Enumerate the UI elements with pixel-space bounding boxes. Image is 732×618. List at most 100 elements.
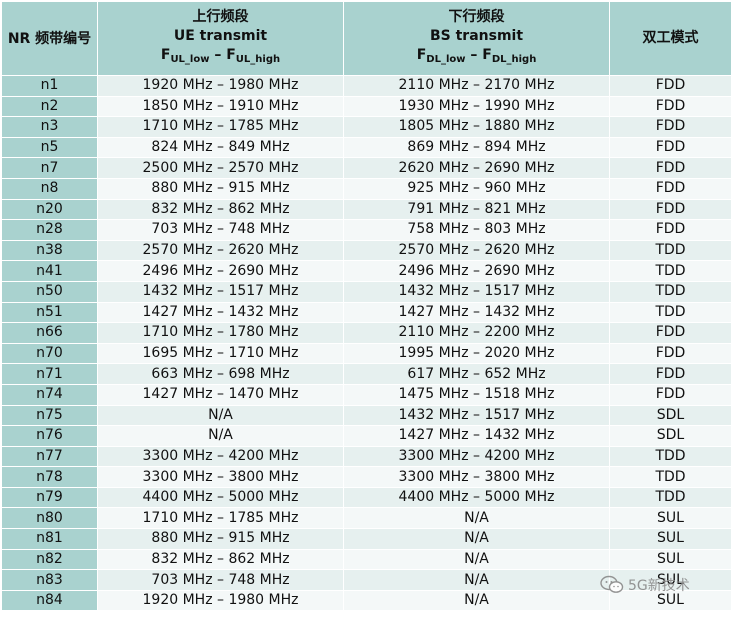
table-row: n3 1710 MHz – 1785 MHz 1805 MHz – 1880 MHz… (1, 116, 732, 138)
table-row: n41 2496 MHz – 2690 MHz 2496 MHz – 2690 MH… (1, 260, 732, 282)
band-cell: n78 (1, 466, 98, 488)
uplink-cell: 3300 MHz – 4200 MHz (97, 445, 344, 468)
uplink-cell: 880 MHz – 915 MHz (97, 177, 344, 200)
table-row: n50 1432 MHz – 1517 MHz 1432 MHz – 1517 MH… (1, 280, 732, 303)
duplex-cell: SDL (609, 425, 732, 447)
downlink-cell: N/A (343, 507, 610, 530)
uplink-cell: 832 MHz – 862 MHz (97, 548, 344, 571)
uplink-cell: 2570 MHz – 2620 MHz (97, 239, 344, 262)
ful-high-subscript: UL_high (235, 54, 281, 65)
table-row: n20 832 MHz – 862 MHz 791 MHz – 821 MHz FDD (1, 198, 732, 221)
band-cell: n84 (1, 589, 98, 612)
downlink-cell: N/A (343, 528, 610, 550)
downlink-cell: 1475 MHz – 1518 MHz (343, 383, 610, 406)
uplink-cell: 1427 MHz – 1470 MHz (97, 383, 344, 406)
header-duplex-mode: 双工模式 (609, 1, 732, 76)
uplink-cell: 832 MHz – 862 MHz (97, 198, 344, 221)
downlink-cell: 617 MHz – 652 MHz (343, 363, 610, 385)
duplex-cell: TDD (609, 486, 732, 509)
duplex-cell: SUL (609, 507, 732, 530)
header-uplink-title: 上行频段 (192, 9, 249, 25)
header-uplink-range: FUL_low – FUL_high (99, 46, 343, 69)
duplex-cell: TDD (609, 466, 732, 488)
downlink-cell: 758 MHz – 803 MHz (343, 219, 610, 241)
header-uplink: 上行频段 UE transmit FUL_low – FUL_high (97, 1, 344, 76)
band-cell: n70 (1, 342, 98, 365)
uplink-cell: 663 MHz – 698 MHz (97, 363, 344, 385)
table-row: n70 1695 MHz – 1710 MHz 1995 MHz – 2020 MH… (1, 342, 732, 365)
table-row: n8 880 MHz – 915 MHz 925 MHz – 960 MHz FDD (1, 177, 732, 200)
band-cell: n51 (1, 301, 98, 324)
duplex-cell: TDD (609, 239, 732, 262)
uplink-cell: N/A (97, 404, 344, 427)
band-cell: n38 (1, 239, 98, 262)
band-cell: n71 (1, 363, 98, 385)
duplex-cell: FDD (609, 363, 732, 385)
downlink-cell: 1432 MHz – 1517 MHz (343, 404, 610, 427)
duplex-cell: TDD (609, 260, 732, 282)
duplex-cell: FDD (609, 383, 732, 406)
duplex-cell: SUL (609, 528, 732, 550)
table-row: n75 N/A 1432 MHz – 1517 MHz SDL (1, 404, 732, 427)
table-row: n77 3300 MHz – 4200 MHz 3300 MHz – 4200 MH… (1, 445, 732, 468)
downlink-cell: N/A (343, 589, 610, 612)
uplink-cell: 1920 MHz – 1980 MHz (97, 589, 344, 612)
uplink-cell: 3300 MHz – 3800 MHz (97, 466, 344, 488)
table-row: n81 880 MHz – 915 MHz N/A SUL (1, 528, 732, 550)
ful-low-subscript: UL_low (170, 54, 210, 65)
duplex-cell: TDD (609, 280, 732, 303)
downlink-cell: 925 MHz – 960 MHz (343, 177, 610, 200)
band-cell: n82 (1, 548, 98, 571)
downlink-cell: N/A (343, 569, 610, 591)
table-row: n28 703 MHz – 748 MHz 758 MHz – 803 MHz FDD (1, 219, 732, 241)
band-cell: n66 (1, 322, 98, 344)
downlink-cell: 791 MHz – 821 MHz (343, 198, 610, 221)
downlink-cell: 2110 MHz – 2200 MHz (343, 322, 610, 344)
header-downlink-title: 下行频段 (448, 9, 505, 25)
downlink-cell: 2496 MHz – 2690 MHz (343, 260, 610, 282)
band-cell: n2 (1, 95, 98, 118)
duplex-cell: FDD (609, 95, 732, 118)
band-cell: n3 (1, 116, 98, 138)
duplex-cell: FDD (609, 177, 732, 200)
table-row: n51 1427 MHz – 1432 MHz 1427 MHz – 1432 MH… (1, 301, 732, 324)
downlink-cell: 1805 MHz – 1880 MHz (343, 116, 610, 138)
downlink-cell: 1427 MHz – 1432 MHz (343, 425, 610, 447)
duplex-cell: FDD (609, 116, 732, 138)
band-cell: n83 (1, 569, 98, 591)
downlink-cell: 869 MHz – 894 MHz (343, 136, 610, 159)
uplink-cell: 1710 MHz – 1780 MHz (97, 322, 344, 344)
uplink-cell: 880 MHz – 915 MHz (97, 528, 344, 550)
band-cell: n50 (1, 280, 98, 303)
table-row: n78 3300 MHz – 3800 MHz 3300 MHz – 3800 MH… (1, 466, 732, 488)
fdl-high-subscript: DL_high (491, 54, 537, 65)
duplex-cell: FDD (609, 136, 732, 159)
table-header-row: NR 频带编号 上行频段 UE transmit FUL_low – FUL_h… (1, 1, 732, 76)
downlink-cell: 4400 MHz – 5000 MHz (343, 486, 610, 509)
table-row: n1 1920 MHz – 1980 MHz 2110 MHz – 2170 MHz… (1, 75, 732, 97)
downlink-cell: N/A (343, 548, 610, 571)
ful-high-symbol: F (226, 47, 236, 63)
downlink-cell: 3300 MHz – 3800 MHz (343, 466, 610, 488)
uplink-cell: 1920 MHz – 1980 MHz (97, 75, 344, 97)
header-downlink-range: FDL_low – FDL_high (345, 46, 609, 69)
table-row: n66 1710 MHz – 1780 MHz 2110 MHz – 2200 MH… (1, 322, 732, 344)
table-row: n7 2500 MHz – 2570 MHz 2620 MHz – 2690 MHz… (1, 157, 732, 179)
uplink-cell: N/A (97, 425, 344, 447)
header-band-number: NR 频带编号 (1, 1, 98, 76)
fdl-low-symbol: F (416, 47, 427, 63)
table-row: n38 2570 MHz – 2620 MHz 2570 MHz – 2620 MH… (1, 239, 732, 262)
band-cell: n1 (1, 75, 98, 97)
band-cell: n20 (1, 198, 98, 221)
fdl-high-symbol: F (482, 47, 492, 63)
table-row: n83 703 MHz – 748 MHz N/A SUL (1, 569, 732, 591)
uplink-cell: 824 MHz – 849 MHz (97, 136, 344, 159)
table-row: n84 1920 MHz – 1980 MHz N/A SUL (1, 589, 732, 612)
uplink-cell: 1695 MHz – 1710 MHz (97, 342, 344, 365)
uplink-cell: 1710 MHz – 1785 MHz (97, 116, 344, 138)
band-cell: n8 (1, 177, 98, 200)
band-cell: n28 (1, 219, 98, 241)
header-downlink: 下行频段 BS transmit FDL_low – FDL_high (343, 1, 610, 76)
table-row: n2 1850 MHz – 1910 MHz 1930 MHz – 1990 MHz… (1, 95, 732, 118)
